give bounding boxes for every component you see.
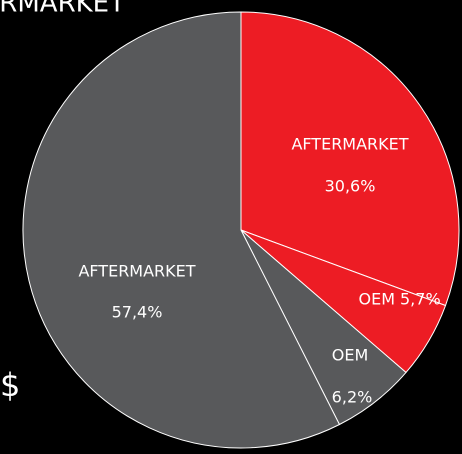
slice-label: OEM [332, 346, 369, 365]
slice-value: 30,6% [325, 177, 376, 196]
annotation: $ [0, 366, 20, 404]
slice-value: 5,7% [400, 290, 441, 309]
slice-label: AFTERMARKET [291, 135, 408, 154]
chart-title: AFTERMARKET [0, 0, 125, 19]
slice-value: 6,2% [332, 388, 373, 407]
slice-label: OEM [358, 290, 395, 309]
slice-label: AFTERMARKET [78, 262, 195, 281]
pie-slice [22, 11, 341, 449]
pie-slice [240, 11, 460, 307]
slice-value: 57,4% [112, 303, 163, 322]
